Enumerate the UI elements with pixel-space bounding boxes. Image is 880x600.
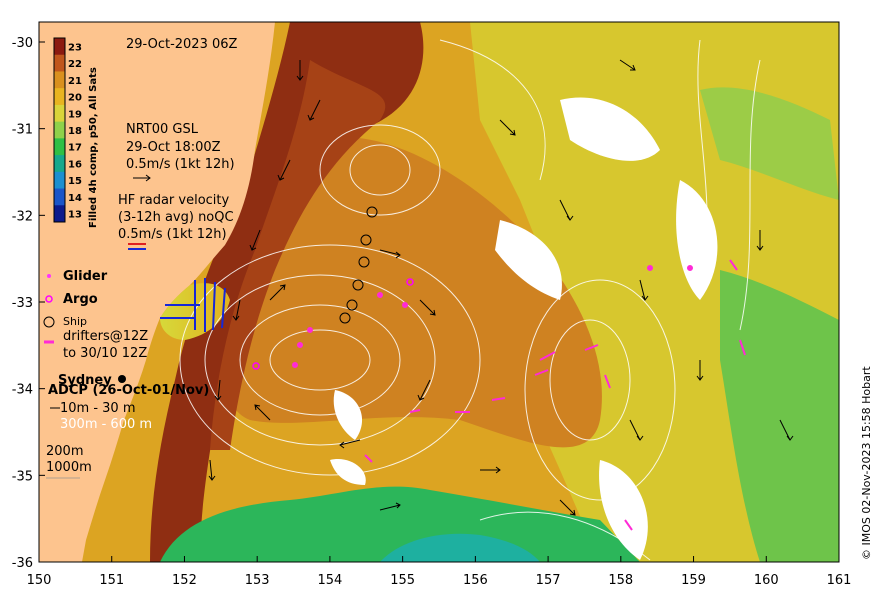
cloud-gap-north	[560, 97, 660, 161]
colorbar-swatches	[53, 37, 66, 223]
depth-1000-label: 1000m	[46, 460, 92, 475]
adcp-deep-label: 300m - 600 m	[60, 417, 152, 432]
colorbar-swatch	[54, 205, 65, 223]
hf-label-1: HF radar velocity	[118, 193, 230, 208]
y-tick-label: -33	[12, 296, 33, 311]
drifters-label-1: drifters@12Z	[63, 329, 148, 344]
colorbar-tick-label: 13	[68, 210, 82, 221]
sst-cold-teal	[380, 533, 540, 562]
nrt-label-3: 0.5m/s (1kt 12h)	[126, 157, 235, 172]
cloud-gap-sw	[330, 459, 366, 485]
y-tick-label: -30	[12, 36, 33, 51]
y-tick-label: -31	[12, 123, 33, 138]
colorbar-tick-label: 18	[68, 126, 82, 137]
land-australia	[39, 22, 275, 562]
y-tick-label: -35	[12, 469, 33, 484]
cloud-gap-mid	[495, 220, 562, 300]
x-tick-label: 158	[608, 573, 633, 588]
argo-label: Argo	[63, 292, 98, 307]
x-tick-label: 160	[754, 573, 779, 588]
colorbar-swatch	[54, 54, 65, 72]
x-tick-label: 161	[827, 573, 852, 588]
x-tick-label: 150	[27, 573, 52, 588]
nrt-label-2: 29-Oct 18:00Z	[126, 140, 221, 155]
x-tick-label: 155	[390, 573, 415, 588]
ship-track	[339, 206, 378, 324]
colorbar-frame	[53, 37, 66, 223]
sst-cold-south	[160, 486, 640, 562]
ship-legend-icon	[43, 316, 55, 328]
sst-orange-eddy	[225, 137, 602, 448]
ssh-contours	[179, 39, 761, 561]
velocity-arrows	[208, 59, 794, 516]
sydney-marker	[118, 375, 126, 383]
colorbar-tick-label: 16	[68, 159, 82, 170]
hf-label-2: (3-12h avg) noQC	[118, 210, 234, 225]
x-tick-label: 157	[536, 573, 561, 588]
glider-legend-icon	[47, 274, 51, 278]
argo-float-marker-2	[252, 362, 260, 370]
y-tick-label: -36	[12, 556, 33, 571]
colorbar-swatch	[54, 88, 65, 106]
y-tick-label: -34	[12, 383, 33, 398]
nrt-scale-arrow	[133, 174, 151, 182]
sst-green-east	[720, 270, 839, 562]
colorbar-swatch	[54, 121, 65, 139]
map-plot-area	[39, 22, 839, 562]
colorbar-swatch	[54, 71, 65, 89]
cloud-gap-se	[599, 460, 648, 560]
colorbar-tick-label: 15	[68, 176, 82, 187]
y-tick-label: -32	[12, 209, 33, 224]
x-tick-label: 153	[245, 573, 270, 588]
plot-frame	[38, 21, 840, 563]
adcp-shallow-label: 10m - 30 m	[60, 401, 136, 416]
colorbar-swatch	[54, 38, 65, 56]
colorbar-swatch	[54, 188, 65, 206]
drifters-label-2: to 30/10 12Z	[63, 346, 147, 361]
x-tick-label: 152	[172, 573, 197, 588]
adcp-label: ADCP (26-Oct-01/Nov)	[48, 383, 209, 398]
colorbar-tick-label: 17	[68, 143, 82, 154]
x-tick-label: 151	[99, 573, 124, 588]
colorbar-swatch	[54, 171, 65, 190]
hf-label-3: 0.5m/s (1kt 12h)	[118, 227, 227, 242]
sst-green-ne	[700, 87, 839, 200]
colorbar-tick-label: 19	[68, 109, 82, 120]
imos-credit: © IMOS 02-Nov-2023 15:58 Hobart	[860, 366, 873, 560]
map-timestamp: 29-Oct-2023 06Z	[126, 37, 238, 52]
colorbar-swatch	[54, 138, 65, 156]
drifter-tracks	[292, 259, 746, 531]
argo-legend-icon	[45, 295, 53, 303]
nrt-label-1: NRT00 GSL	[126, 122, 199, 137]
x-tick-label: 159	[681, 573, 706, 588]
ship-label: Ship	[63, 315, 87, 328]
depth-200-label: 200m	[46, 444, 83, 459]
sydney-label: Sydney	[58, 373, 112, 388]
cloud-gap-center	[333, 390, 363, 440]
colorbar-label: Filled 4h comp, p50, All Sats	[88, 67, 99, 228]
x-tick-label: 156	[463, 573, 488, 588]
colorbar-swatch	[54, 104, 65, 123]
x-tick-label: 154	[317, 573, 342, 588]
colorbar-tick-label: 23	[68, 42, 82, 53]
colorbar-swatch	[54, 155, 65, 173]
x-axis-ticks: 150 151 152 153 154 155 156 157 158 159 160 161	[27, 556, 852, 588]
colorbar-tick-label: 22	[68, 59, 82, 70]
argo-float-marker	[406, 278, 414, 286]
glider-label: Glider	[63, 269, 108, 284]
colorbar-tick-label: 21	[68, 76, 82, 87]
colorbar-ticks: 23 22 21 20 19 18 17 16 15 14 13	[68, 42, 82, 220]
colorbar-tick-label: 14	[68, 193, 82, 204]
colorbar: 23 22 21 20 19 18 17 16 15 14 13 Filled 4h comp, p…	[53, 37, 99, 228]
hf-radar-vectors	[160, 278, 226, 332]
y-axis-ticks: -30 -31 -32 -33 -34 -35 -36	[12, 36, 45, 571]
colorbar-tick-label: 20	[68, 93, 82, 104]
